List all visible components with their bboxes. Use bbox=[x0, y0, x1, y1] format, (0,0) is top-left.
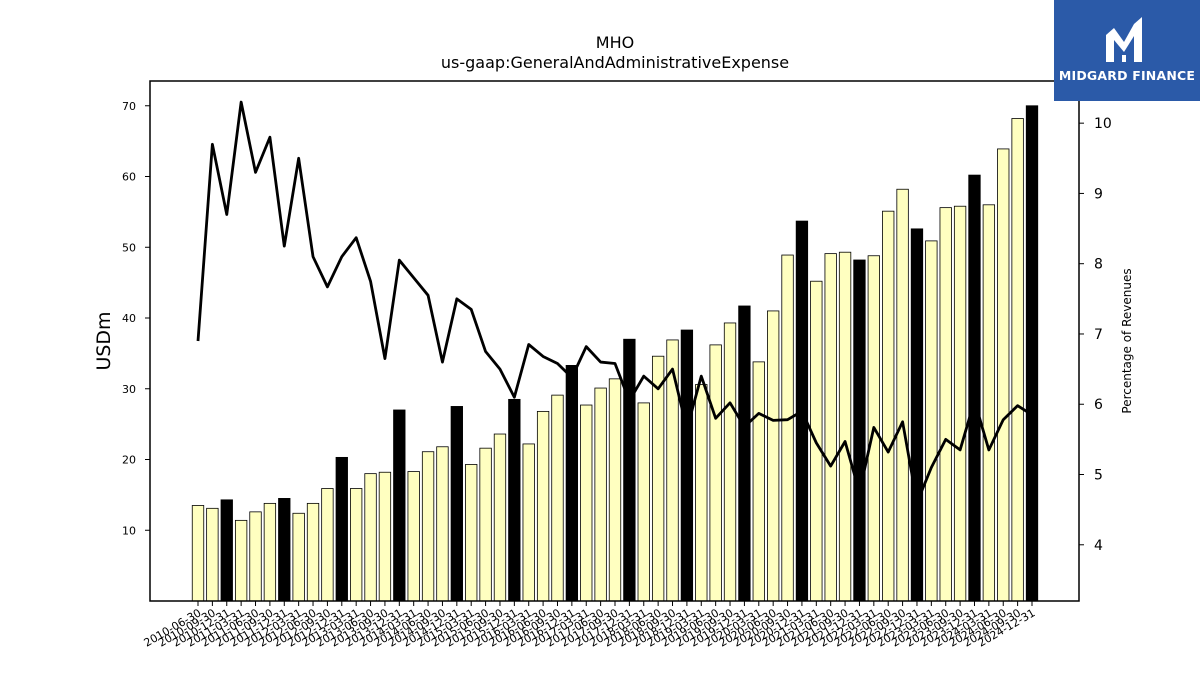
bar bbox=[767, 310, 780, 602]
chart-title: MHO bbox=[596, 33, 634, 52]
y2-tick-label: 8 bbox=[1094, 257, 1103, 273]
bar bbox=[580, 404, 593, 602]
bar bbox=[364, 473, 377, 602]
bar bbox=[450, 406, 463, 602]
bar bbox=[695, 384, 708, 602]
bar bbox=[350, 488, 363, 602]
bar bbox=[220, 499, 233, 602]
bar bbox=[249, 511, 262, 602]
bar bbox=[1025, 105, 1039, 602]
bar bbox=[1011, 118, 1024, 602]
bar bbox=[925, 240, 938, 602]
bar bbox=[393, 409, 406, 602]
bar bbox=[206, 507, 219, 602]
ratio-line-group bbox=[196, 100, 1033, 505]
y2-tick-label: 6 bbox=[1094, 397, 1103, 413]
bar bbox=[982, 204, 996, 602]
bar bbox=[292, 512, 305, 602]
bar bbox=[709, 344, 722, 602]
y2-tick-label: 4 bbox=[1094, 538, 1103, 554]
ratio-line bbox=[196, 100, 1033, 505]
y-tick-label: 40 bbox=[122, 312, 136, 325]
bar bbox=[493, 433, 507, 602]
y2-tick-label: 7 bbox=[1094, 327, 1103, 343]
bar bbox=[407, 471, 420, 602]
bar bbox=[278, 498, 291, 602]
bar bbox=[781, 254, 794, 602]
bar bbox=[522, 443, 535, 602]
bar bbox=[378, 471, 392, 602]
chart-subtitle: us-gaap:GeneralAndAdministrativeExpense bbox=[441, 53, 789, 72]
bar bbox=[752, 361, 765, 602]
bar bbox=[723, 322, 737, 602]
y2-tick-label: 5 bbox=[1094, 468, 1103, 484]
bar bbox=[623, 338, 636, 602]
bar bbox=[968, 174, 981, 602]
y-tick-label: 10 bbox=[122, 524, 136, 537]
bar bbox=[896, 188, 909, 602]
y-tick-label: 30 bbox=[122, 383, 136, 396]
y2-axis-label: Percentage of Revenues bbox=[1120, 268, 1134, 413]
bar bbox=[680, 329, 694, 602]
bar bbox=[191, 505, 205, 602]
bar bbox=[666, 339, 679, 602]
bar bbox=[536, 410, 550, 602]
logo-icon bbox=[1106, 17, 1142, 62]
bar bbox=[551, 394, 564, 602]
bar bbox=[608, 378, 622, 602]
y-tick-label: 60 bbox=[122, 171, 136, 184]
bar bbox=[479, 447, 492, 602]
y-axis-label: USDm bbox=[93, 311, 115, 370]
bar bbox=[508, 398, 521, 602]
y-tick-label: 20 bbox=[122, 454, 136, 467]
y2-tick-label: 9 bbox=[1094, 186, 1103, 202]
bar bbox=[651, 355, 665, 602]
bar bbox=[853, 259, 866, 602]
bar bbox=[306, 502, 320, 602]
bar bbox=[421, 451, 435, 602]
brand-logo: MIDGARD FINANCE bbox=[1054, 0, 1200, 101]
bar bbox=[882, 210, 895, 602]
bar bbox=[997, 148, 1010, 602]
axes-group: 10203040506070456789102010-06-302010-09-… bbox=[122, 100, 1112, 650]
y2-tick-label: 10 bbox=[1094, 116, 1112, 132]
bar bbox=[738, 305, 751, 602]
bar bbox=[335, 456, 348, 602]
bar bbox=[594, 387, 607, 602]
y-tick-label: 50 bbox=[122, 241, 136, 254]
bar bbox=[321, 488, 334, 602]
bar bbox=[565, 365, 579, 602]
bar bbox=[234, 519, 248, 602]
bars-group bbox=[191, 105, 1039, 602]
bar bbox=[939, 207, 952, 602]
bar bbox=[436, 446, 449, 602]
bar bbox=[824, 253, 837, 602]
bar bbox=[910, 228, 924, 602]
bar bbox=[263, 502, 277, 602]
brand-name: MIDGARD FINANCE bbox=[1058, 68, 1196, 83]
bar bbox=[838, 251, 852, 602]
bar bbox=[953, 205, 967, 602]
bar bbox=[465, 464, 478, 602]
bar bbox=[637, 402, 650, 602]
y-tick-label: 70 bbox=[122, 100, 136, 113]
